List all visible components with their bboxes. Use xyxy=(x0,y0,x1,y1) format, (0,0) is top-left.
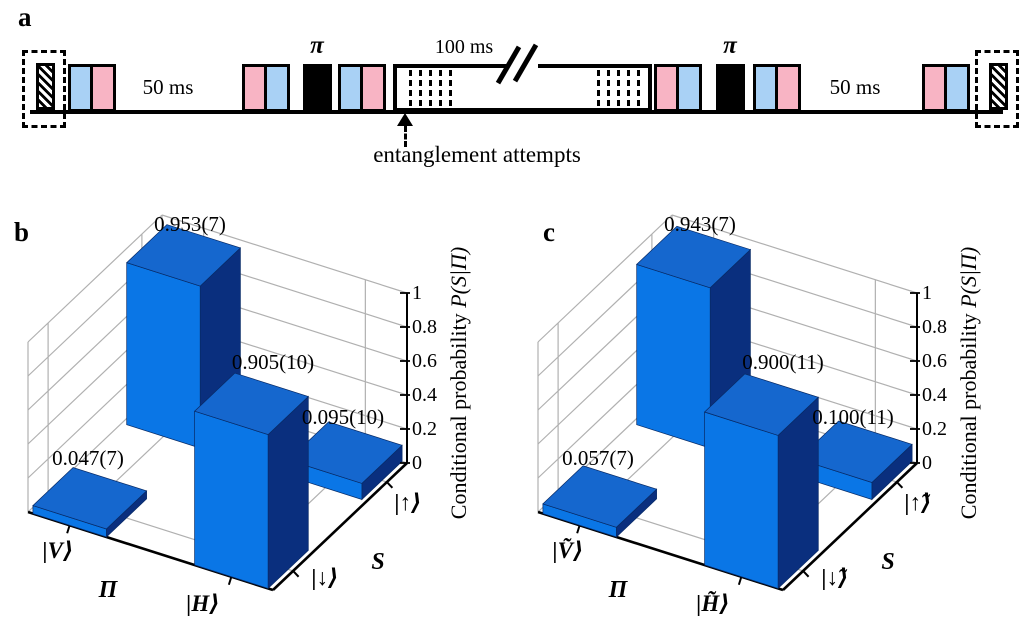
z-tick-label: 0.2 xyxy=(412,418,437,440)
bar-value-label: 0.095(10) xyxy=(301,405,385,429)
entanglement-attempt-tick xyxy=(597,70,600,106)
entanglement-attempt-tick xyxy=(419,70,422,106)
wait-label-left: 50 ms xyxy=(142,75,194,99)
y-category-label: |↑̃⟩ xyxy=(904,490,932,515)
readout-box-right xyxy=(975,50,1019,128)
entanglement-attempts-caption: entanglement attempts xyxy=(373,142,581,167)
entanglement-attempt-tick xyxy=(637,70,640,106)
panel-a-label: a xyxy=(18,2,32,32)
y-axis-name: S xyxy=(881,549,895,575)
pulse-sequence-panel: a 50 ms π 100 ms π xyxy=(0,0,1023,205)
chart-panel-b: b 0.047(7) 0.953(7) 0.905(10) 0.095(10) |V⟩ |… xyxy=(0,205,510,639)
z-tick-label: 0.6 xyxy=(412,350,437,372)
z-tick-label: 0 xyxy=(412,452,422,474)
pulse-blue xyxy=(753,64,779,112)
entanglement-attempt-tick xyxy=(439,70,442,106)
bar-top-face xyxy=(32,467,148,530)
x-category-label: |Ṽ⟩ xyxy=(552,538,584,563)
entanglement-attempt-tick xyxy=(607,70,610,106)
bar-value-label: 0.905(10) xyxy=(231,350,315,374)
pulse-pink xyxy=(775,64,801,112)
z-axis-title: Conditional probability P(S|Π) xyxy=(956,247,982,519)
z-axis-title-text: Conditional probability xyxy=(956,307,981,520)
pulse-blue xyxy=(676,64,702,112)
z-tick-label: 0.8 xyxy=(412,316,437,338)
bar-value-label: 0.900(11) xyxy=(742,350,824,374)
chart-panel-c: c 0.057(7) 0.943(7) 0.900(11) 0.100(11) |Ṽ⟩ |… xyxy=(510,205,1020,639)
bar-value-label: 0.047(7) xyxy=(52,446,124,470)
y-category-label: |↓⟩ xyxy=(311,565,339,590)
z-axis-title: Conditional probability P(S|Π) xyxy=(446,247,472,519)
up-arrow-stem xyxy=(404,126,407,147)
z-tick-label: 0.4 xyxy=(412,384,437,406)
x-axis-name: Π xyxy=(608,577,628,603)
pulse-pink xyxy=(360,64,386,112)
pi-pulse-right xyxy=(716,64,745,112)
x-category-label: |H⟩ xyxy=(186,591,220,616)
x-category-label: |H̃⟩ xyxy=(696,591,730,616)
readout-box-left xyxy=(22,50,66,128)
z-tick-label: 0.4 xyxy=(922,384,947,406)
bar-value-label: 0.953(7) xyxy=(154,212,226,236)
x-axis-name: Π xyxy=(98,577,118,603)
panel-c-label: c xyxy=(543,217,555,247)
bar-front-face xyxy=(636,263,711,449)
y-category-label: |↓̃⟩ xyxy=(821,565,849,590)
entanglement-attempt-tick xyxy=(449,70,452,106)
entanglement-attempt-tick xyxy=(429,70,432,106)
pulse-pink xyxy=(242,64,268,112)
bar-value-label: 0.057(7) xyxy=(562,446,634,470)
bar-top-face xyxy=(193,372,309,435)
entanglement-attempt-tick xyxy=(627,70,630,106)
bar-top-face xyxy=(126,224,242,287)
z-axis-title-math: P(S|Π) xyxy=(956,246,981,308)
bar-top-face xyxy=(542,465,658,528)
wait-label-right: 50 ms xyxy=(829,75,881,99)
pulse-pink xyxy=(90,64,116,112)
bar-front-face xyxy=(704,411,779,589)
z-tick-label: 0 xyxy=(922,452,932,474)
bar3d-chart-c xyxy=(537,214,920,592)
entanglement-attempt-tick xyxy=(617,70,620,106)
panel-b-label: b xyxy=(14,217,30,247)
bar-top-face xyxy=(703,373,819,436)
bar-top-face xyxy=(636,225,752,289)
pulse-blue xyxy=(944,64,970,112)
readout-pulse-right xyxy=(989,63,1008,110)
up-arrow-icon xyxy=(397,113,413,126)
readout-pulse-left xyxy=(36,63,55,110)
z-tick-label: 0.2 xyxy=(922,418,947,440)
bar-top-face xyxy=(287,421,403,484)
y-axis-name: S xyxy=(371,549,385,575)
timeline xyxy=(30,110,1003,114)
bar-value-label: 0.943(7) xyxy=(664,212,736,236)
bar-front-face xyxy=(194,410,269,589)
bar3d-chart-b xyxy=(27,214,410,592)
z-tick-label: 1 xyxy=(412,282,422,304)
x-category-label: |V⟩ xyxy=(42,538,74,563)
bar-top-face xyxy=(797,420,913,483)
entanglement-window-label: 100 ms xyxy=(434,36,494,58)
pi-pulse-label-left: π xyxy=(310,32,324,59)
pi-pulse-label-right: π xyxy=(723,32,737,59)
bar-front-face xyxy=(126,262,201,449)
pi-pulse-left xyxy=(303,64,332,112)
bar-value-label: 0.100(11) xyxy=(812,405,894,429)
pulse-blue xyxy=(264,64,290,112)
z-tick-label: 0.6 xyxy=(922,350,947,372)
z-tick-label: 0.8 xyxy=(922,316,947,338)
z-axis-title-text: Conditional probability xyxy=(446,307,471,520)
entanglement-attempt-tick xyxy=(409,70,412,106)
z-axis-title-math: P(S|Π) xyxy=(446,246,471,308)
z-tick-label: 1 xyxy=(922,282,932,304)
y-category-label: |↑⟩ xyxy=(394,490,422,515)
